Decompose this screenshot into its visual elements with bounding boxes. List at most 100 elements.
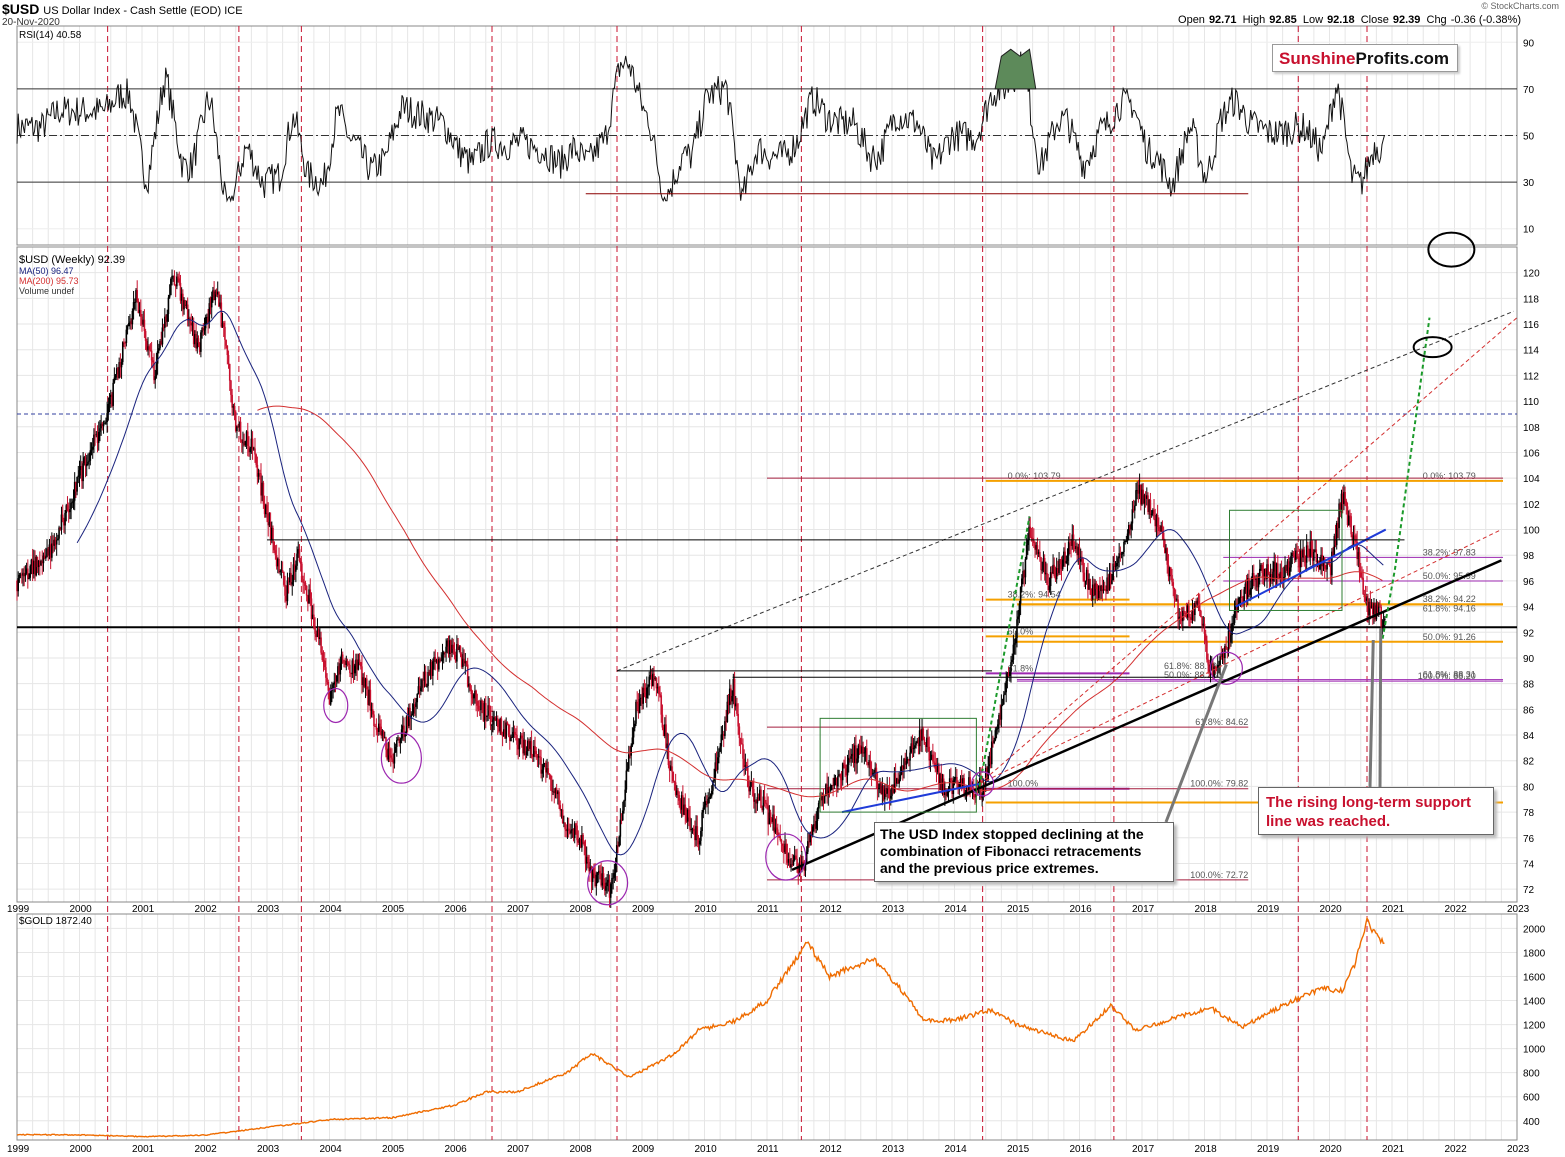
candle-body bbox=[231, 394, 233, 408]
candle-body bbox=[659, 693, 661, 696]
candle-body bbox=[377, 723, 380, 732]
candle-body bbox=[475, 690, 477, 702]
candle-body bbox=[257, 473, 260, 477]
bottom-circle bbox=[765, 833, 807, 881]
candle-body bbox=[1097, 585, 1100, 599]
price-x-tick: 2019 bbox=[1257, 904, 1280, 915]
candle-body bbox=[567, 828, 570, 830]
candle-body bbox=[462, 658, 464, 667]
candle-body bbox=[1228, 630, 1231, 643]
price-x-tick: 2020 bbox=[1320, 904, 1343, 915]
candle-body bbox=[805, 851, 808, 863]
price-tick: 102 bbox=[1523, 500, 1540, 511]
candle-body bbox=[881, 785, 884, 795]
candle-body bbox=[1144, 495, 1147, 499]
candle-body bbox=[297, 549, 300, 554]
gold-x-tick: 2007 bbox=[507, 1144, 530, 1155]
candle-body bbox=[456, 644, 458, 662]
candle-body bbox=[767, 805, 770, 825]
candle-body bbox=[258, 473, 261, 474]
candle-body bbox=[493, 717, 495, 720]
candle-body bbox=[332, 684, 334, 688]
candle-body bbox=[754, 800, 756, 802]
fib-label-right: 61.8%: 94.16 bbox=[1423, 604, 1476, 614]
candle-body bbox=[662, 727, 665, 737]
candle-body bbox=[344, 662, 346, 665]
candle-body bbox=[480, 700, 482, 711]
candle-body bbox=[477, 705, 480, 710]
candle-body bbox=[994, 730, 997, 741]
candle-body bbox=[647, 686, 649, 688]
candle-body bbox=[382, 730, 385, 738]
candle-body bbox=[522, 738, 524, 754]
candle-body bbox=[923, 739, 926, 745]
candle-body bbox=[1095, 583, 1098, 589]
candle-body bbox=[962, 778, 964, 787]
candle-body bbox=[369, 689, 372, 711]
candle-body bbox=[415, 702, 417, 707]
candle-body bbox=[797, 865, 800, 874]
candle-body bbox=[1078, 547, 1081, 562]
candle-body bbox=[609, 884, 612, 898]
candle-body bbox=[789, 859, 791, 868]
candle-body bbox=[496, 718, 499, 727]
candle-body bbox=[758, 789, 761, 801]
candle-body bbox=[1272, 571, 1274, 581]
candle-body bbox=[1124, 540, 1126, 543]
candle-body bbox=[412, 704, 415, 714]
candle-body bbox=[460, 654, 463, 667]
candle-body bbox=[1023, 570, 1026, 578]
candle-body bbox=[516, 734, 518, 745]
candle-body bbox=[321, 652, 324, 661]
candle-body bbox=[1150, 513, 1153, 516]
candle-body bbox=[683, 804, 685, 815]
candle-body bbox=[472, 694, 475, 699]
candle-body bbox=[887, 787, 890, 789]
candle-body bbox=[924, 744, 927, 747]
rsi-tick: 70 bbox=[1523, 85, 1535, 96]
candle-body bbox=[661, 714, 664, 728]
candle-body bbox=[523, 739, 526, 754]
candle-body bbox=[18, 574, 21, 579]
candle-body bbox=[69, 509, 71, 513]
gold-line bbox=[16, 916, 1385, 1138]
candle-body bbox=[1165, 548, 1167, 554]
candle-body bbox=[23, 572, 26, 577]
candle-body bbox=[30, 559, 33, 567]
candle-body bbox=[143, 319, 146, 332]
candle-body bbox=[483, 703, 486, 721]
candle-body bbox=[153, 362, 155, 381]
candle-body bbox=[106, 413, 108, 423]
candle-body bbox=[910, 743, 913, 753]
candle-body bbox=[1291, 553, 1294, 556]
candle-body bbox=[607, 879, 610, 883]
candle-body bbox=[780, 839, 783, 844]
gold-x-tick: 2010 bbox=[695, 1144, 718, 1155]
candle-body bbox=[639, 697, 642, 700]
candle-body bbox=[249, 448, 251, 453]
price-x-tick: 2015 bbox=[1007, 904, 1030, 915]
candle-body bbox=[1082, 558, 1084, 573]
candle-body bbox=[914, 745, 916, 748]
candle-body bbox=[808, 841, 810, 843]
candle-body bbox=[328, 690, 331, 705]
candle-body bbox=[1027, 539, 1029, 546]
candle-body bbox=[406, 716, 409, 727]
gold-x-tick: 2003 bbox=[257, 1144, 280, 1155]
candle-body bbox=[408, 707, 410, 727]
candle-body bbox=[644, 693, 647, 699]
legend-ma50: MA(50) 96.47 bbox=[19, 266, 74, 276]
candle-body bbox=[700, 830, 702, 841]
gold-tick: 1800 bbox=[1523, 948, 1546, 959]
candle-body bbox=[426, 685, 428, 687]
candle-body bbox=[34, 561, 36, 576]
candle-body bbox=[433, 657, 435, 662]
candle-body bbox=[1292, 553, 1295, 556]
candle-body bbox=[834, 777, 837, 779]
candle-body bbox=[77, 475, 80, 477]
gold-x-tick: 2015 bbox=[1007, 1144, 1030, 1155]
callout-support-pointer bbox=[1378, 628, 1383, 788]
candle-body bbox=[1129, 525, 1131, 530]
candle-body bbox=[1196, 600, 1199, 605]
candle-body bbox=[825, 784, 827, 797]
